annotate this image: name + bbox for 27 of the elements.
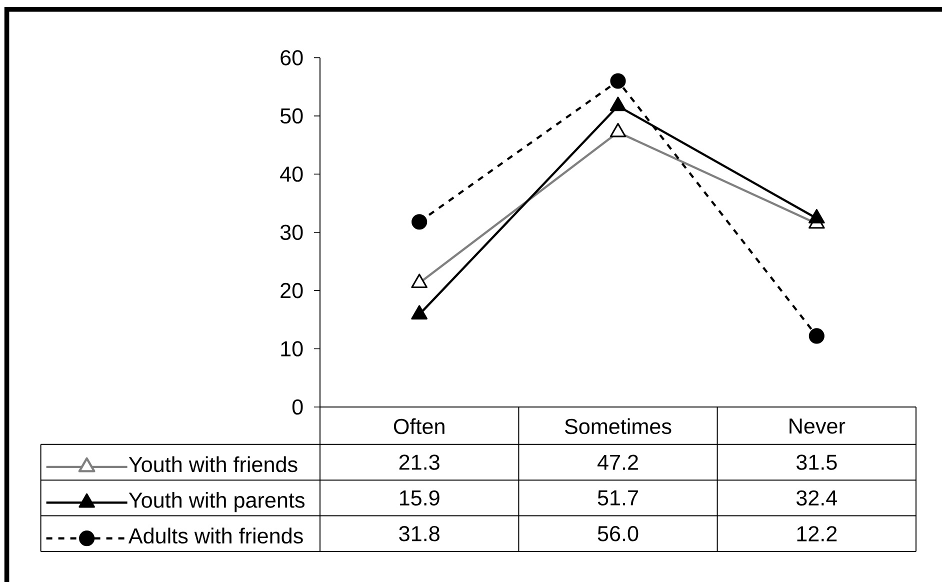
x-tick-label: Never <box>790 418 846 434</box>
data-label: 56.0 <box>598 526 638 542</box>
y-tick-label: 20 <box>280 282 303 298</box>
data-label: 12.2 <box>797 526 837 542</box>
y-tick-label: 60 <box>280 50 303 66</box>
point <box>808 209 825 224</box>
y-tick-label: 0 <box>292 399 303 415</box>
y-tick-label: 10 <box>281 341 303 356</box>
data-label: 31.8 <box>399 526 440 542</box>
point <box>411 274 428 288</box>
y-tick-label: 40 <box>280 166 303 182</box>
data-label: 47.2 <box>597 454 638 470</box>
legend-label: Adults with friends <box>128 528 303 544</box>
data-label: 51.7 <box>598 490 638 506</box>
data-label: 15.9 <box>400 490 440 506</box>
y-tick-label: 50 <box>280 108 303 124</box>
legend-label: Youth with friends <box>128 456 298 472</box>
y-tick-label: 30 <box>280 224 303 240</box>
legend-label: Youth with parents <box>128 492 305 512</box>
data-label: 31.5 <box>796 454 837 470</box>
x-tick-label: Often <box>394 418 444 434</box>
point <box>411 305 428 320</box>
point <box>610 122 626 138</box>
point <box>610 96 626 112</box>
data-label: 21.3 <box>399 454 440 470</box>
x-tick-label: Sometimes <box>564 418 672 434</box>
data-label: 32.4 <box>796 490 838 506</box>
